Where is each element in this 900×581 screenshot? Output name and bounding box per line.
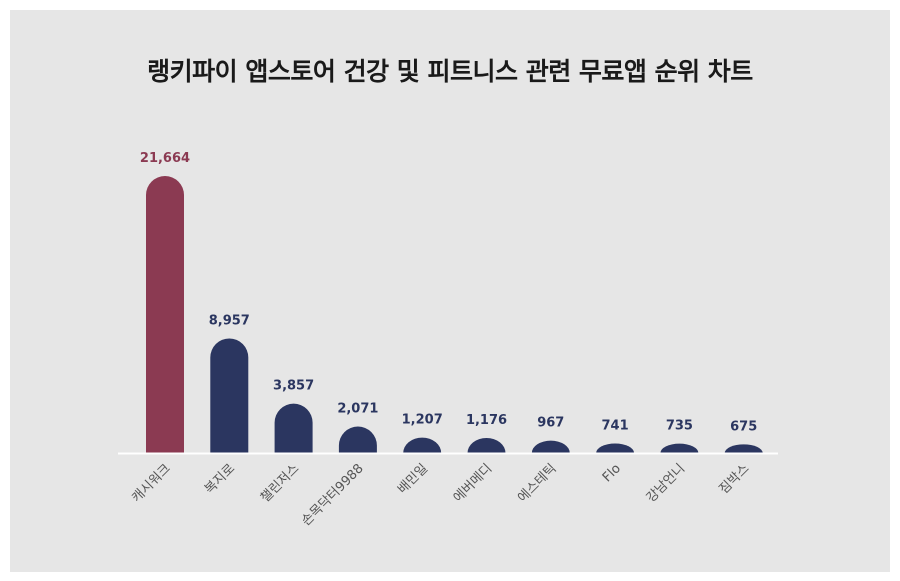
- bar-2: [210, 338, 249, 453]
- bar-6: [467, 437, 506, 453]
- bar-10: [724, 444, 763, 453]
- bar-4: [338, 426, 377, 453]
- bar-3: [274, 403, 313, 453]
- category-label: 배민일: [395, 461, 431, 497]
- bar-7: [531, 440, 570, 453]
- category-label: 에스테틱: [515, 461, 559, 505]
- value-label: 2,071: [337, 402, 378, 417]
- value-label: 3,857: [273, 379, 314, 394]
- category-label: 복지로: [202, 461, 238, 497]
- bar-8: [596, 443, 635, 453]
- value-label: 735: [666, 419, 693, 434]
- bar-9: [660, 443, 699, 453]
- value-label: 675: [730, 419, 757, 434]
- category-label: 손목닥터9988: [299, 461, 367, 529]
- chart-title: 랭키파이 앱스토어 건강 및 피트니스 관련 무료앱 순위 차트: [147, 57, 753, 86]
- category-label: 강남언니: [644, 461, 688, 505]
- value-label: 967: [537, 416, 564, 431]
- value-label: 1,176: [466, 413, 507, 428]
- value-label: 21,664: [140, 151, 190, 166]
- value-label: 8,957: [209, 313, 250, 328]
- category-label: 에버메디: [451, 461, 495, 505]
- value-label: 741: [602, 419, 629, 434]
- category-label: Flo: [600, 461, 624, 485]
- value-label: 1,207: [402, 413, 443, 428]
- category-label: 짐박스: [717, 461, 753, 497]
- bar-1: [146, 176, 184, 453]
- category-label: 캐시워크: [129, 461, 173, 505]
- category-label: 챌린저스: [258, 461, 302, 505]
- bar-5: [403, 437, 442, 453]
